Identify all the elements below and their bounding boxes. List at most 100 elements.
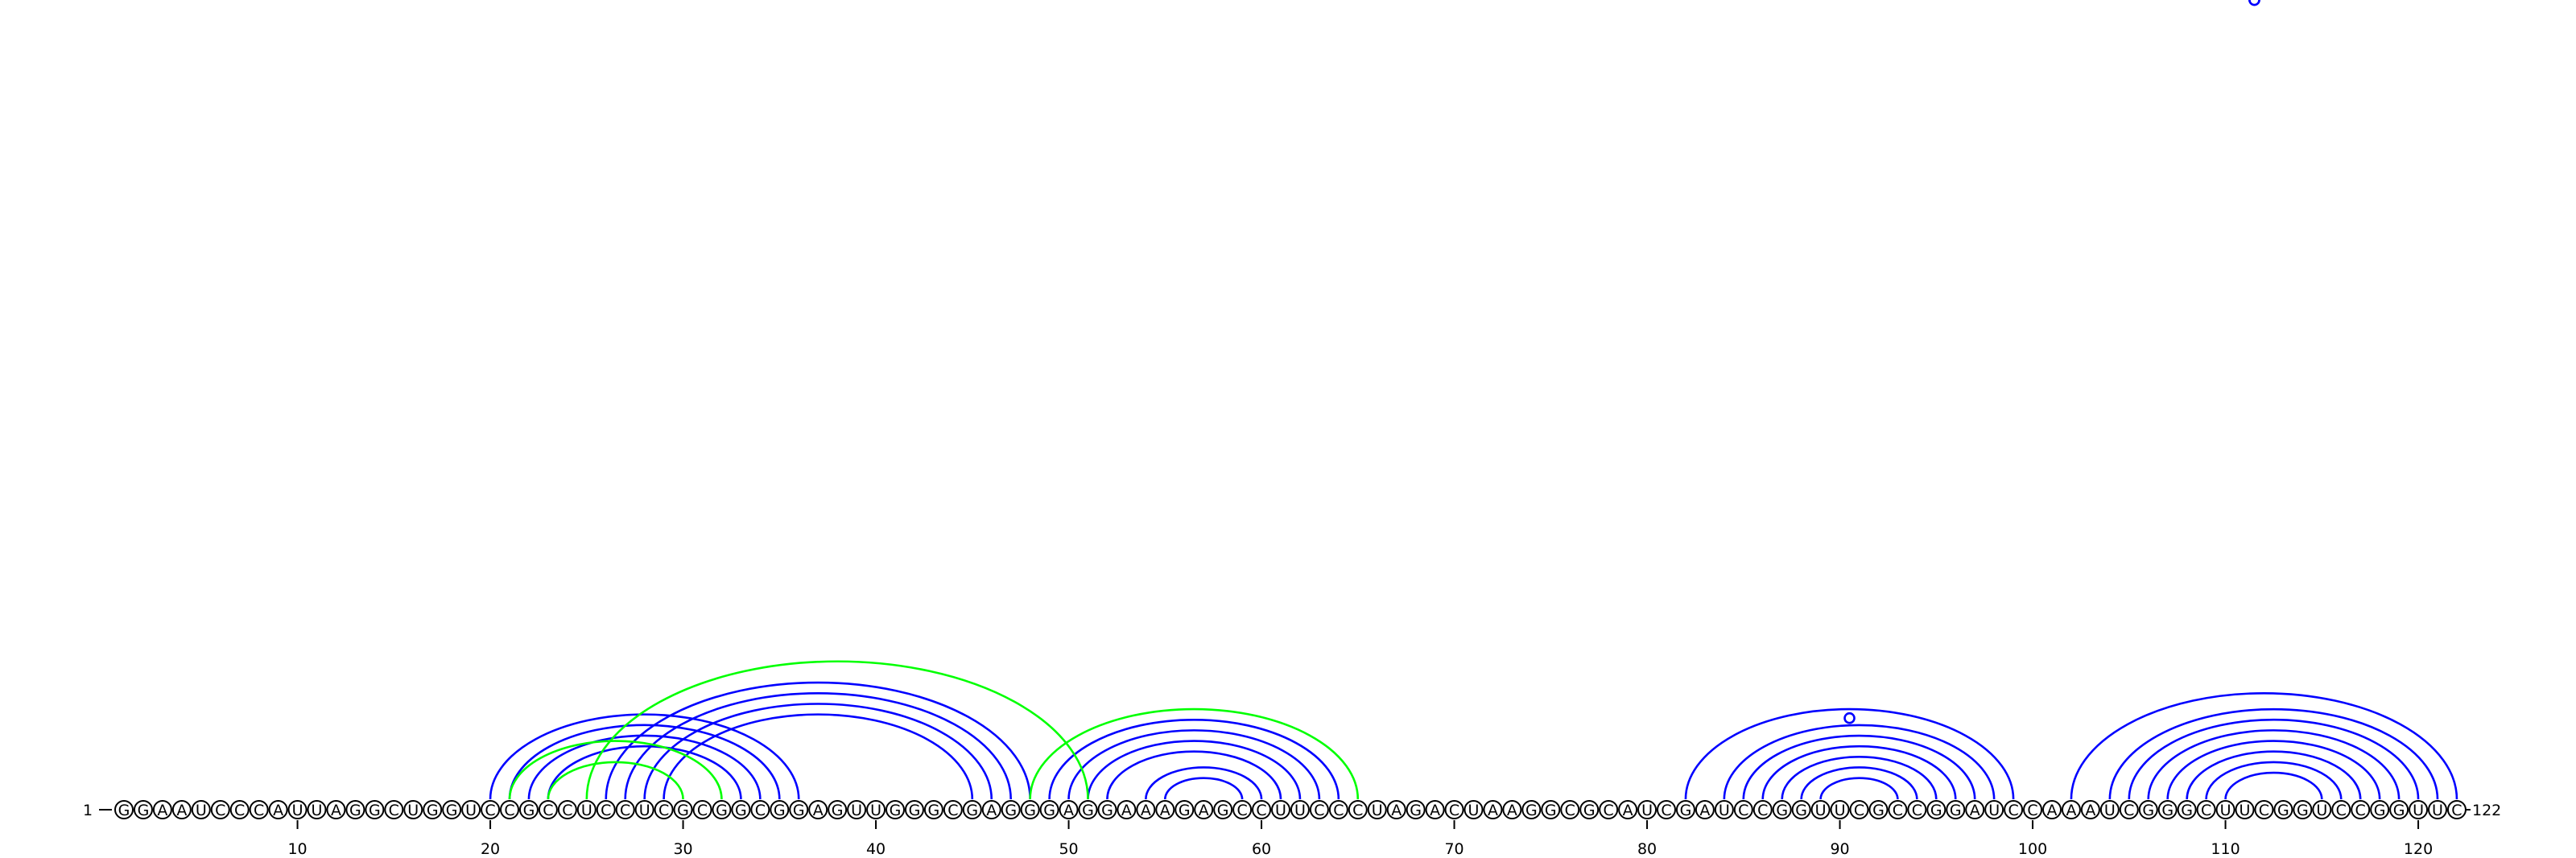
nucleotide-41-circle bbox=[886, 800, 905, 819]
nucleotide-104-letter: U bbox=[2104, 802, 2116, 819]
nucleotide-86-circle bbox=[1752, 800, 1773, 819]
nucleotide-109-circle bbox=[2196, 800, 2216, 819]
nucleotide-79-circle bbox=[1618, 800, 1638, 819]
nucleotide-25-circle bbox=[576, 800, 597, 819]
nucleotide-67-circle bbox=[1386, 800, 1406, 819]
pair-arcs bbox=[489, 660, 2458, 800]
tick-label-90: 90 bbox=[1830, 840, 1849, 858]
nucleotide-74-letter: G bbox=[1525, 802, 1538, 819]
nucleotide-106-circle bbox=[2138, 800, 2158, 819]
nucleotide-45-circle bbox=[962, 800, 982, 819]
nucleotide-122-letter: C bbox=[2451, 802, 2462, 819]
nucleotide-97-circle bbox=[1965, 800, 1985, 819]
nucleotide-9-circle bbox=[268, 800, 288, 819]
nucleotide-7-letter: C bbox=[234, 802, 245, 819]
nucleotide-8-circle bbox=[249, 800, 269, 819]
blue-pair-arc-52-61 bbox=[1106, 750, 1282, 800]
nucleotide-98-circle bbox=[1984, 800, 2004, 819]
nucleotide-50-letter: A bbox=[1063, 802, 1074, 819]
nucleotide-75-letter: G bbox=[1545, 802, 1557, 819]
nucleotide-17-circle bbox=[423, 800, 443, 819]
nucleotide-29-letter: C bbox=[658, 802, 669, 819]
nucleotide-2-letter: G bbox=[138, 802, 150, 819]
nucleotide-65-letter: C bbox=[1352, 802, 1363, 819]
nucleotide-36-letter: G bbox=[793, 802, 805, 819]
blue-pair-arc-82-99 bbox=[1684, 707, 2015, 800]
nucleotide-1-circle bbox=[114, 800, 134, 819]
nucleotide-48-letter: G bbox=[1024, 802, 1036, 819]
nucleotide-54-circle bbox=[1136, 800, 1156, 819]
nucleotide-51-letter: G bbox=[1082, 802, 1094, 819]
nucleotide-101-letter: A bbox=[2047, 802, 2058, 819]
nucleotide-61-letter: U bbox=[1275, 802, 1286, 819]
nucleotide-72-letter: A bbox=[1488, 802, 1498, 819]
nucleotide-35-letter: G bbox=[774, 802, 786, 819]
nucleotide-33-letter: G bbox=[735, 802, 747, 819]
blue-pair-arc-107-118 bbox=[2166, 740, 2381, 800]
nucleotide-36-circle bbox=[789, 800, 809, 819]
tick-label-60: 60 bbox=[1252, 840, 1271, 858]
nucleotide-87-circle bbox=[1772, 800, 1792, 819]
blue-pair-arc-87-95 bbox=[1781, 756, 1938, 800]
position-ticks: 10 20 30 40 50 60 70 80 90 100 110 120 bbox=[287, 820, 2433, 858]
nucleotide-38-letter: G bbox=[832, 802, 844, 819]
nucleotide-111-circle bbox=[2235, 800, 2255, 819]
nucleotide-5-letter: U bbox=[196, 802, 207, 819]
nucleotide-7-circle bbox=[229, 800, 250, 819]
tick-label-70: 70 bbox=[1444, 840, 1463, 858]
nucleotide-34-circle bbox=[750, 800, 770, 819]
blue-pair-arc-105-120 bbox=[2128, 718, 2420, 800]
nucleotide-121-circle bbox=[2428, 800, 2447, 819]
blue-pair-arc-85-97 bbox=[1742, 734, 1976, 800]
nucleotide-107-letter: G bbox=[2161, 802, 2174, 819]
nucleotide-53-letter: A bbox=[1121, 802, 1132, 819]
nucleotide-89-letter: U bbox=[1815, 802, 1827, 819]
blue-pair-arc-22-34 bbox=[527, 734, 762, 800]
nucleotide-88-circle bbox=[1791, 800, 1811, 819]
nucleotide-77-circle bbox=[1579, 800, 1600, 819]
tick-label-30: 30 bbox=[673, 840, 692, 858]
blue-pair-arc-21-35 bbox=[508, 724, 781, 800]
nucleotide-79-letter: A bbox=[1623, 802, 1633, 819]
nucleotide-9-letter: A bbox=[273, 802, 283, 819]
nucleotide-120-circle bbox=[2409, 800, 2429, 819]
nucleotide-65-circle bbox=[1348, 800, 1368, 819]
nucleotide-108-circle bbox=[2177, 800, 2197, 819]
nucleotide-99-letter: C bbox=[2008, 802, 2018, 819]
nucleotide-57-letter: A bbox=[1199, 802, 1209, 819]
nucleotide-15-letter: C bbox=[389, 802, 399, 819]
green-pair-arc-21-32 bbox=[508, 740, 723, 800]
green-pair-arc-25-51 bbox=[585, 660, 1089, 800]
nucleotide-71-letter: U bbox=[1468, 802, 1480, 819]
nucleotide-24-letter: C bbox=[562, 802, 572, 819]
blue-pair-arc-55-59 bbox=[1164, 777, 1244, 800]
end-position-label: 122 bbox=[2472, 802, 2501, 819]
nucleotide-12-letter: A bbox=[331, 802, 341, 819]
nucleotide-50-circle bbox=[1059, 800, 1079, 819]
nucleotide-55-letter: A bbox=[1160, 802, 1170, 819]
nucleotide-115-letter: U bbox=[2316, 802, 2327, 819]
blue-pair-arc-109-116 bbox=[2205, 761, 2343, 800]
nucleotide-108-letter: G bbox=[2181, 802, 2193, 819]
nucleotide-118-circle bbox=[2370, 800, 2390, 819]
nucleotide-18-circle bbox=[442, 800, 462, 819]
nucleotide-13-circle bbox=[345, 800, 365, 819]
nucleotide-115-circle bbox=[2312, 800, 2332, 819]
nucleotide-70-circle bbox=[1444, 800, 1464, 819]
nucleotide-30-letter: G bbox=[677, 802, 689, 819]
nucleotide-69-letter: A bbox=[1430, 802, 1440, 819]
nucleotide-58-circle bbox=[1213, 800, 1233, 819]
nucleotide-63-circle bbox=[1309, 800, 1329, 819]
nucleotide-2-circle bbox=[133, 800, 153, 819]
blue-pair-arc-20-36 bbox=[489, 713, 800, 800]
nucleotide-40-circle bbox=[866, 800, 886, 819]
nucleotide-19-letter: U bbox=[465, 802, 477, 819]
nucleotide-94-letter: C bbox=[1912, 802, 1922, 819]
nucleotide-105-letter: C bbox=[2124, 802, 2134, 819]
nucleotide-63-letter: C bbox=[1314, 802, 1324, 819]
nucleotide-72-circle bbox=[1483, 800, 1503, 819]
green-pair-arc-48-65 bbox=[1029, 707, 1360, 800]
nucleotide-84-circle bbox=[1714, 800, 1734, 819]
nucleotide-76-letter: C bbox=[1565, 802, 1575, 819]
nucleotide-69-circle bbox=[1425, 800, 1445, 819]
